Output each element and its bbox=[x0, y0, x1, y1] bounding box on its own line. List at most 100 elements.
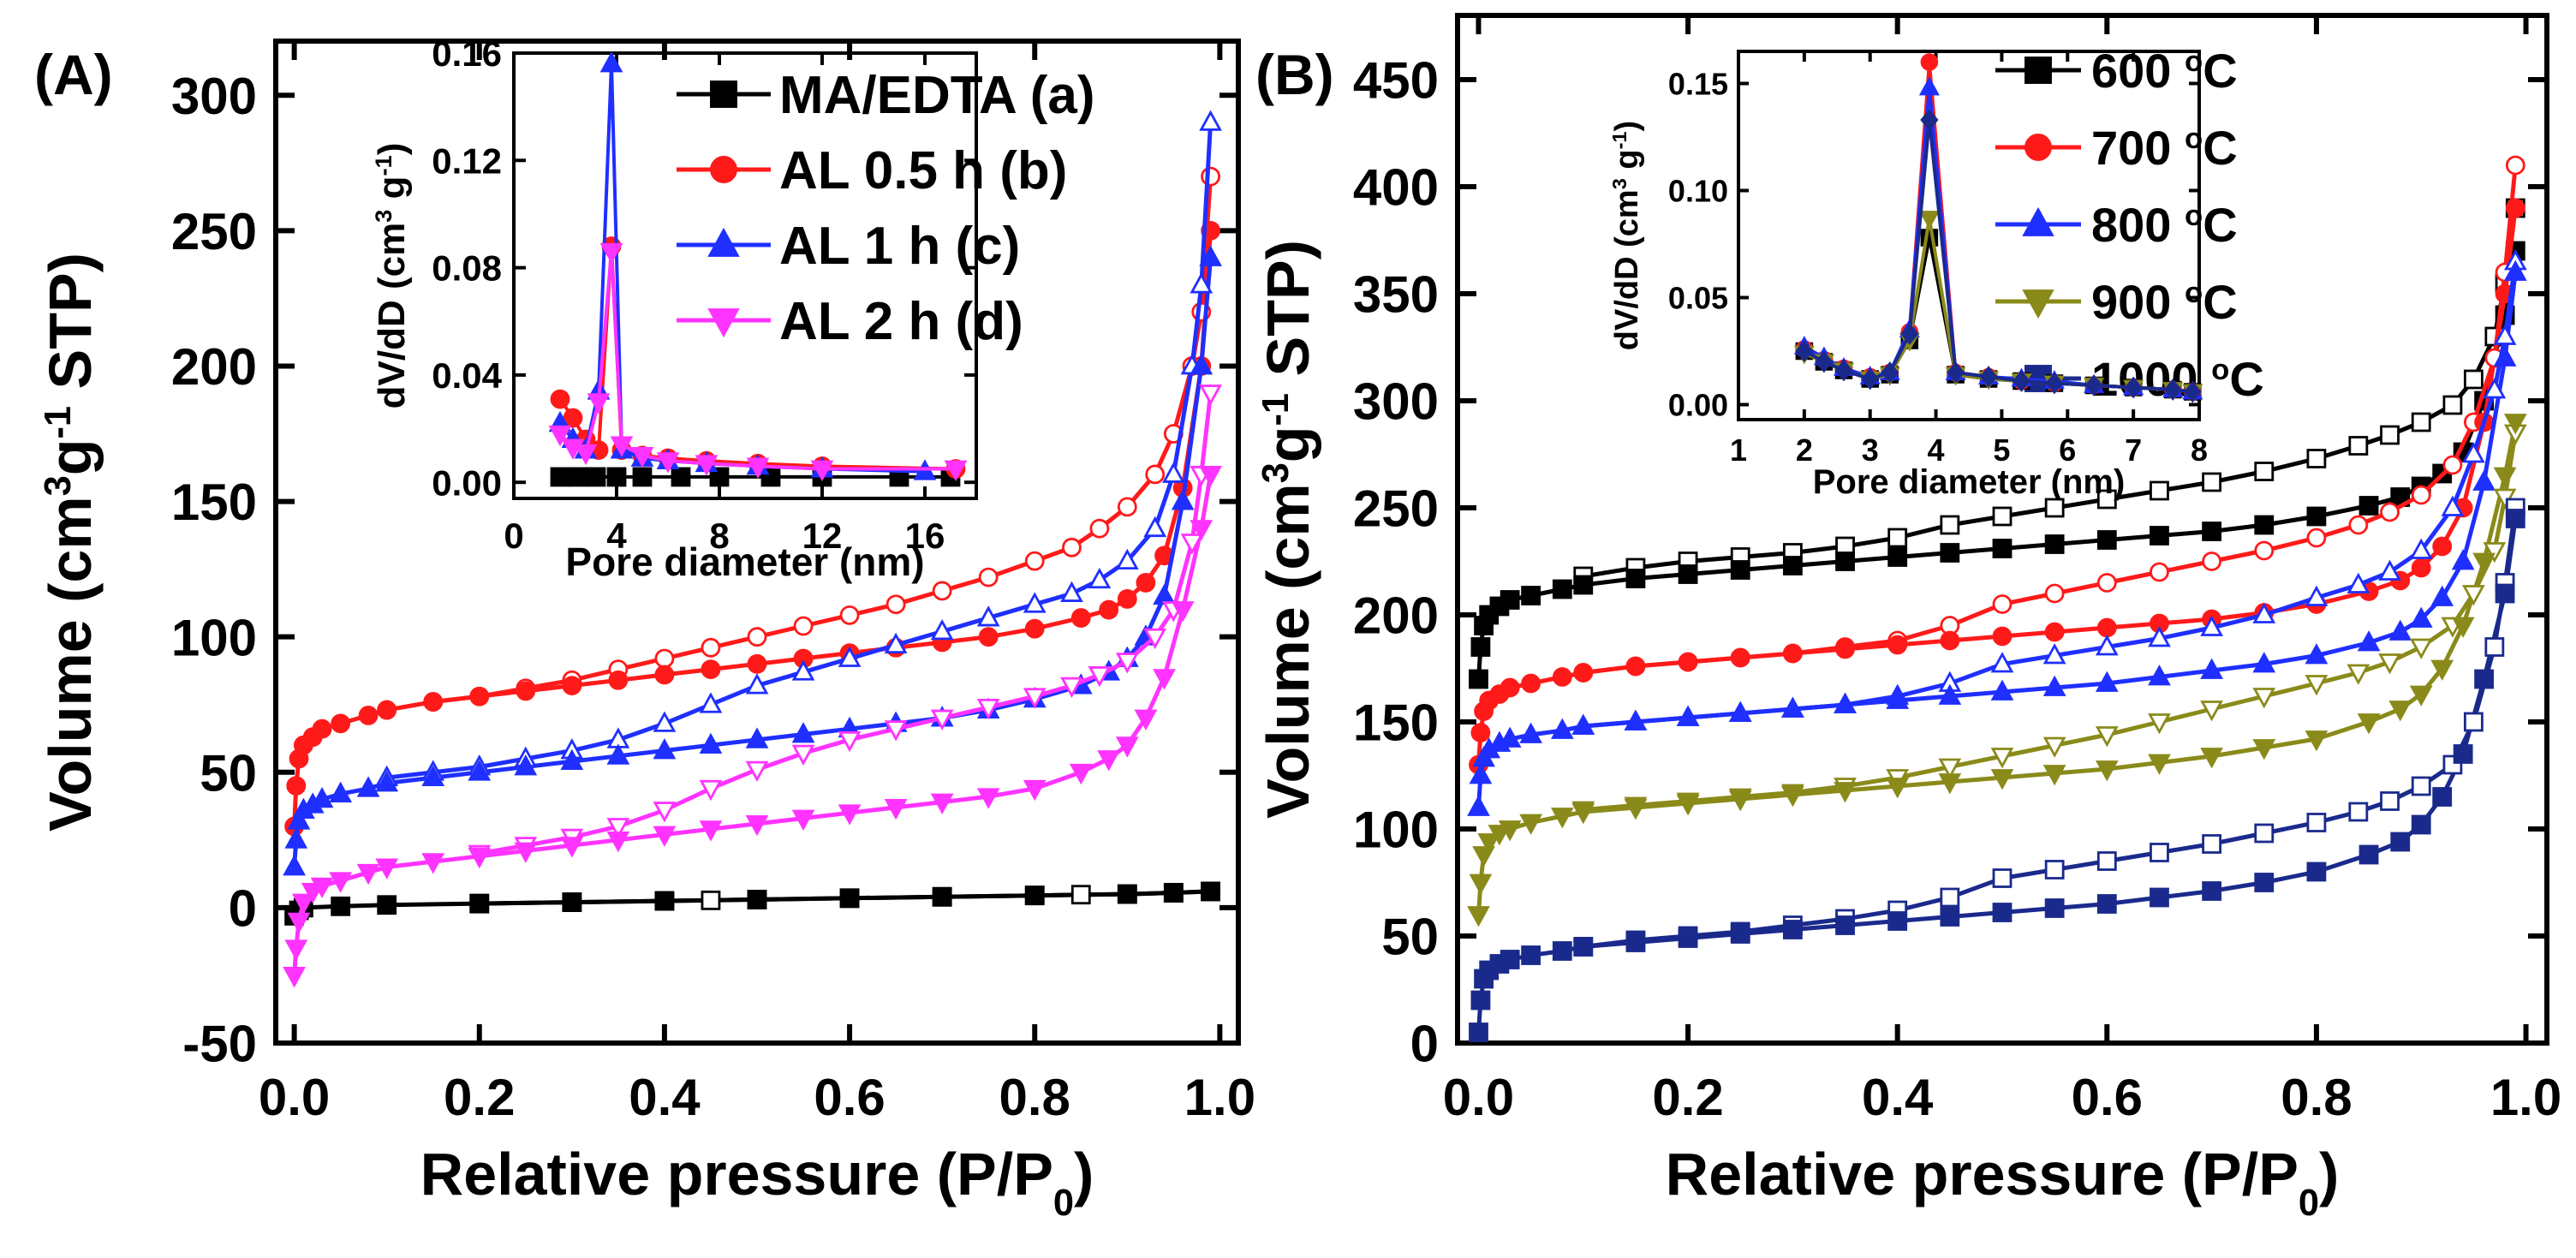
panel-b-legend-label-part: 800 bbox=[2091, 198, 2185, 252]
panel-a-legend-label: AL 2 h (d) bbox=[779, 292, 1023, 351]
panel-a-x-tick-label: 0.6 bbox=[814, 1069, 885, 1126]
panel-b-adsorption-point bbox=[2044, 898, 2065, 918]
panel-b-legend-label: 1000 oC bbox=[2091, 352, 2264, 406]
panel-b-adsorption-point bbox=[1500, 590, 1520, 610]
panel-a-x-axis-title-part: ) bbox=[1074, 1141, 1094, 1207]
panel-a-desorption-point bbox=[886, 594, 906, 615]
panel-a-desorption-point bbox=[932, 581, 952, 601]
panel-b-desorption-point bbox=[2409, 538, 2433, 559]
panel-a-desorption-point bbox=[1201, 166, 1220, 187]
panel-b-adsorption-point bbox=[1573, 575, 1594, 595]
panel-b-inset-point bbox=[1918, 211, 1940, 230]
panel-b-desorption-point bbox=[2378, 559, 2401, 581]
panel-b-adsorption-point bbox=[1730, 647, 1750, 668]
panel-b-desorption-point bbox=[2306, 528, 2327, 548]
panel-b-adsorption-point bbox=[1625, 656, 1646, 677]
panel-b-adsorption-point bbox=[1571, 713, 1595, 735]
panel-b-x-tick-label: 0.4 bbox=[1862, 1069, 1934, 1126]
panel-a-adsorption-point bbox=[1097, 750, 1121, 772]
panel-b-desorption-point bbox=[2096, 573, 2117, 593]
panel-a-desorption-point bbox=[976, 605, 1000, 627]
panel-a-adsorption-point bbox=[375, 771, 399, 792]
panel-a-inset-point bbox=[548, 425, 572, 447]
panel-a-inset-point bbox=[606, 467, 627, 487]
panel-a-adsorption-point bbox=[653, 738, 677, 760]
panel-b-legend-label-part: C bbox=[2203, 198, 2237, 252]
panel-b-adsorption-point bbox=[2430, 585, 2454, 606]
panel-b-adsorption-point bbox=[1552, 941, 1572, 961]
panel-a-desorption-point bbox=[653, 802, 677, 823]
panel-b-adsorption-point bbox=[2505, 198, 2525, 218]
panel-b-inset-point bbox=[1920, 109, 1939, 131]
panel-b-adsorption-point bbox=[2503, 259, 2527, 281]
panel-b-legend-label-part: C bbox=[2203, 275, 2237, 329]
panel-a-adsorption-point bbox=[745, 814, 769, 837]
panel-b-adsorption-point bbox=[2388, 619, 2412, 641]
panel-a-inset-point bbox=[632, 467, 653, 487]
panel-b-adsorption-point bbox=[2150, 526, 2169, 546]
panel-b-adsorption-point bbox=[1467, 906, 1490, 927]
panel-b-adsorption-point bbox=[1886, 688, 1910, 709]
panel-b-adsorption-point bbox=[2430, 659, 2454, 681]
panel-b-adsorption-point bbox=[1498, 820, 1522, 842]
panel-a-adsorption-point bbox=[310, 877, 334, 898]
panel-b-inset-x-axis-title: Pore diameter (nm) bbox=[1813, 463, 2126, 501]
panel-b-adsorption-point bbox=[1500, 677, 1520, 698]
panel-b-adsorption-point bbox=[2200, 748, 2223, 769]
panel-b-adsorption-point bbox=[1992, 903, 2012, 922]
panel-b: 0.0 0.2 0.4 0.6 0.8 1.00501001502002503003504… bbox=[1255, 13, 2561, 1224]
panel-a-desorption-point bbox=[1117, 497, 1137, 517]
panel-b-inset-point bbox=[2012, 370, 2031, 392]
panel-b-x-tick-label: 0.2 bbox=[1652, 1069, 1723, 1126]
panel-a-desorption-point bbox=[699, 779, 723, 802]
panel-a-adsorption-point bbox=[331, 713, 351, 734]
panel-a-axes-frame bbox=[273, 39, 1241, 1046]
panel-b-adsorption-point bbox=[2495, 583, 2515, 604]
panel-a-adsorption-point bbox=[699, 820, 723, 842]
panel-b-desorption-point bbox=[2150, 562, 2169, 582]
panel-a-desorption-point bbox=[793, 616, 814, 636]
panel-b-y-tick-label: 250 bbox=[1353, 480, 1439, 538]
panel-a-x-tick-label: 0.8 bbox=[999, 1069, 1070, 1126]
panel-b-desorption-point bbox=[2348, 802, 2369, 822]
panel-a-inset-x-tick-label: 16 bbox=[905, 516, 945, 556]
panel-b-y-axis-title-part: g bbox=[1255, 426, 1321, 463]
panel-b-desorption-point bbox=[2493, 324, 2517, 345]
panel-a-y-tick-label: 200 bbox=[171, 338, 257, 396]
panel-b-desorption-point bbox=[2200, 615, 2223, 636]
panel-b-adsorption-point bbox=[2432, 787, 2453, 807]
panel-a-inset-point bbox=[563, 408, 583, 428]
panel-b-desorption-point bbox=[2483, 378, 2507, 399]
panel-a-desorption-point bbox=[1088, 567, 1112, 589]
panel-a-adsorption-point bbox=[287, 808, 311, 830]
panel-a-inset-point bbox=[550, 389, 570, 409]
panel-b-desorption-point bbox=[2483, 542, 2507, 563]
panel-a-adsorption-point bbox=[930, 793, 954, 814]
panel-a-adsorption-point bbox=[608, 670, 629, 690]
panel-b-adsorption-point bbox=[2202, 881, 2222, 901]
panel-b-adsorption-point bbox=[1498, 726, 1522, 748]
panel-a-desorption-point bbox=[838, 730, 862, 753]
panel-b-inset-y-axis-title: dV/dD (cm3 g-1) bbox=[1608, 121, 1645, 350]
panel-b-adsorption-point bbox=[1519, 814, 1542, 835]
panel-a-desorption-point bbox=[1023, 592, 1046, 613]
panel-b-adsorption-point bbox=[1477, 833, 1501, 855]
panel-b-adsorption-point bbox=[1571, 803, 1595, 825]
panel-b-adsorption-point bbox=[1676, 795, 1700, 816]
panel-a-adsorption-point bbox=[1069, 763, 1093, 785]
panel-a-adsorption-point bbox=[699, 732, 723, 754]
panel-b-adsorption-point bbox=[2044, 622, 2065, 642]
panel-a-inset-point bbox=[695, 455, 719, 476]
panel-b-adsorption-point bbox=[2358, 496, 2379, 516]
panel-b-inset-point bbox=[1979, 366, 1998, 388]
panel-a-inset-point bbox=[810, 460, 834, 481]
panel-b-adsorption-point bbox=[2096, 894, 2117, 914]
panel-b-desorption-point bbox=[2042, 736, 2066, 758]
panel-b-adsorption-point bbox=[1521, 673, 1541, 694]
panel-b-legend-label: 700 oC bbox=[2091, 121, 2238, 175]
panel-a-adsorption-point bbox=[932, 886, 952, 907]
panel-b-legend-marker bbox=[2024, 134, 2052, 161]
panel-a-legend-label: AL 0.5 h (b) bbox=[779, 141, 1067, 200]
panel-a-inset-y-tick-label: 0.12 bbox=[432, 140, 502, 181]
